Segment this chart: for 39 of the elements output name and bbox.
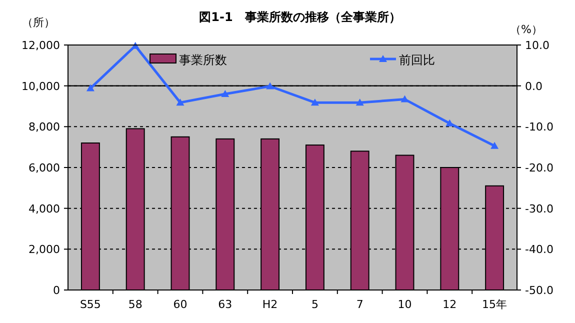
legend-label: 事業所数: [179, 53, 227, 67]
x-tick-label: 15年: [482, 298, 508, 311]
point: [131, 42, 140, 49]
y2-tick-label: -40.0: [525, 243, 554, 256]
point: [310, 98, 319, 106]
x-tick-label: S55: [80, 298, 101, 311]
point: [221, 90, 230, 97]
y2-tick-label: -50.0: [525, 284, 554, 297]
y2-tick-label: -30.0: [525, 202, 554, 216]
chart-title: 図1-1 事業所数の推移（全事業所）: [199, 10, 401, 24]
point: [356, 98, 364, 106]
x-tick-label: 60: [173, 298, 188, 311]
legend-label: 前回比: [399, 53, 435, 67]
y-tick-label: 12,000: [22, 39, 60, 52]
x-tick-label: 5: [311, 298, 318, 311]
point: [176, 98, 184, 106]
y-tick-label: 8,000: [28, 120, 60, 134]
y2-tick-label: -20.0: [525, 162, 554, 174]
point: [446, 119, 454, 126]
point: [266, 82, 274, 90]
x-tick-label: 10: [398, 298, 412, 311]
y-tick-label: 2,000: [28, 243, 60, 256]
y2-tick-label: -10.0: [525, 120, 554, 134]
y-tick-label: 6,000: [28, 162, 60, 174]
x-tick-label: 12: [442, 298, 457, 311]
y-axis-title: （所）: [22, 16, 55, 29]
point: [490, 142, 499, 149]
point: [400, 95, 409, 102]
x-tick-label: 63: [218, 298, 232, 311]
y2-axis-title: （%）: [510, 23, 542, 36]
x-tick-label: H2: [262, 298, 278, 311]
x-tick-label: 7: [356, 298, 364, 311]
point: [86, 84, 94, 92]
y-tick-label: 10,000: [22, 80, 60, 93]
y2-tick-label: 0.0: [525, 80, 542, 93]
y2-tick-label: 10.0: [525, 39, 550, 52]
x-tick-label: 58: [128, 298, 142, 311]
y-tick-label: 0: [53, 284, 60, 297]
y-tick-label: 4,000: [28, 202, 60, 216]
